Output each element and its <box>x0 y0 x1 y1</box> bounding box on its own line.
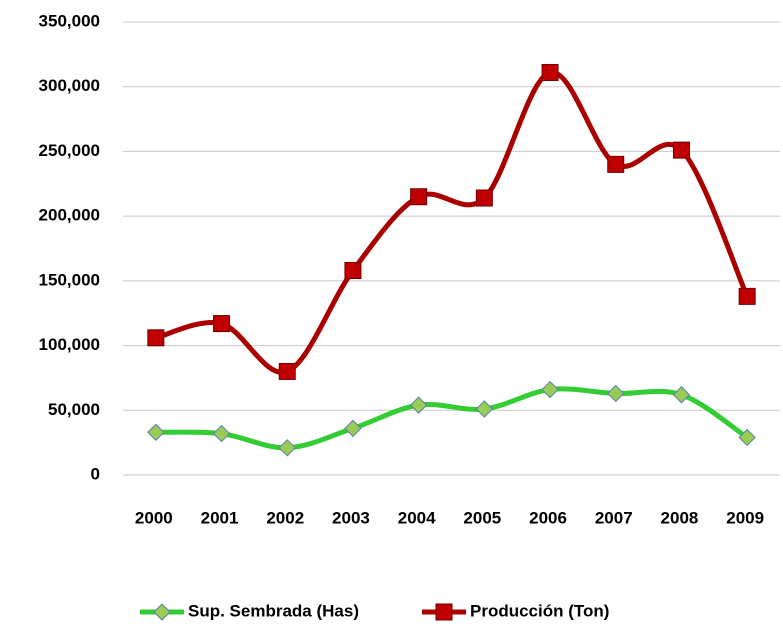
legend-marker <box>153 603 171 621</box>
marker <box>212 424 231 443</box>
x-tick-label: 2005 <box>463 508 501 527</box>
marker <box>344 262 362 280</box>
y-tick-label: 50,000 <box>48 400 100 419</box>
x-tick-label: 2004 <box>398 508 436 527</box>
marker <box>672 386 691 404</box>
marker <box>278 362 296 380</box>
marker <box>738 428 756 447</box>
line <box>155 69 750 375</box>
line <box>155 386 749 451</box>
marker <box>344 419 362 438</box>
marker <box>475 189 493 207</box>
marker <box>410 188 428 206</box>
marker <box>607 384 625 403</box>
x-tick-label: 2003 <box>332 508 370 527</box>
marker <box>738 287 756 305</box>
legend-label: Producción (Ton) <box>470 601 609 620</box>
marker <box>475 400 494 418</box>
x-tick-label: 2008 <box>661 508 699 527</box>
x-tick-label: 2007 <box>595 508 633 527</box>
x-tick-label: 2009 <box>726 508 764 527</box>
y-tick-label: 300,000 <box>39 76 100 95</box>
legend-label: Sup. Sembrada (Has) <box>188 601 359 620</box>
y-tick-label: 200,000 <box>39 206 100 225</box>
y-tick-label: 250,000 <box>39 141 100 160</box>
y-tick-label: 100,000 <box>39 335 100 354</box>
marker <box>147 329 165 347</box>
marker <box>278 439 296 457</box>
x-tick-label: 2000 <box>135 508 173 527</box>
legend-marker <box>435 603 453 621</box>
x-tick-label: 2001 <box>201 508 239 527</box>
x-tick-label: 2002 <box>266 508 304 527</box>
marker <box>607 155 625 173</box>
marker <box>213 315 231 333</box>
marker <box>672 141 690 159</box>
marker <box>147 423 165 441</box>
y-tick-label: 150,000 <box>39 270 100 289</box>
marker <box>541 380 559 399</box>
marker <box>409 396 428 414</box>
y-tick-label: 350,000 <box>39 11 100 30</box>
x-tick-label: 2006 <box>529 508 567 527</box>
marker <box>541 63 559 81</box>
y-tick-label: 0 <box>91 464 100 483</box>
